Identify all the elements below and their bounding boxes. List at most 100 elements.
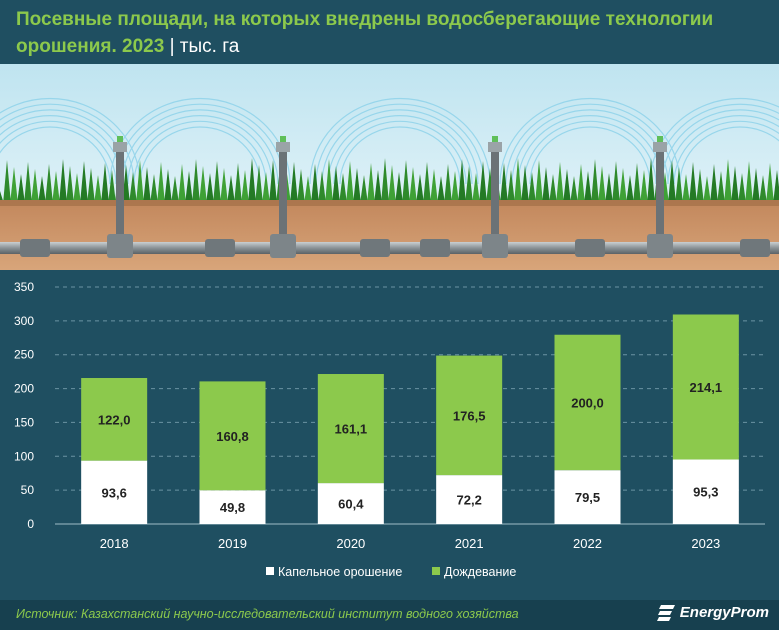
bar-sprinkler-2020 — [317, 374, 384, 484]
y-tick-label: 150 — [14, 415, 34, 429]
data-label-drip: 95,3 — [693, 485, 718, 500]
bar-sprinkler-2022 — [554, 334, 621, 471]
grass-blade — [507, 170, 515, 204]
y-tick-label: 350 — [14, 280, 34, 294]
grass-blade — [220, 168, 228, 204]
irrigation-illustration — [0, 64, 779, 270]
title-separator: | — [164, 36, 180, 57]
grass-blade — [206, 173, 214, 204]
grass-blade — [297, 169, 305, 204]
legend-swatch-drip — [266, 567, 274, 575]
grass-blade — [612, 161, 620, 204]
grass-blade — [66, 166, 74, 204]
data-label-sprinkler: 200,0 — [571, 395, 604, 410]
y-tick-label: 50 — [21, 483, 35, 497]
grass-blade — [360, 175, 368, 204]
grass-blade — [353, 168, 361, 204]
grass-blade — [444, 164, 452, 204]
grass-blade — [584, 171, 592, 204]
pipe-joint — [575, 239, 605, 257]
grass-blade — [395, 172, 403, 204]
title-text: Посевные площади, на которых внедрены во… — [16, 9, 714, 57]
grass-blade — [381, 158, 389, 204]
grass-blade — [619, 168, 627, 204]
pipe-coupling — [482, 234, 508, 258]
grass-blade — [101, 163, 109, 204]
bar-drip-2021 — [436, 475, 503, 524]
grass-blade — [374, 170, 382, 204]
grass-blade — [451, 171, 459, 204]
y-tick-label: 250 — [14, 348, 34, 362]
x-tick-label: 2020 — [336, 536, 365, 551]
water-spray-arc — [121, 109, 279, 185]
water-spray-arc — [499, 97, 681, 185]
grass-blade — [248, 158, 256, 204]
grass-blade — [262, 172, 270, 204]
grass-blade — [752, 168, 760, 204]
grass-blade — [479, 161, 487, 204]
grass-blade — [290, 162, 298, 204]
sprinkler-nozzle — [657, 136, 663, 142]
grass-blade — [640, 170, 648, 204]
water-spray-arc — [327, 115, 473, 185]
sprinkler-nozzle — [492, 136, 498, 142]
grass-blade — [577, 164, 585, 204]
water-spray-arc — [0, 126, 111, 185]
grass-blade — [458, 159, 466, 204]
y-tick-label: 100 — [14, 449, 34, 463]
grass-blade — [241, 170, 249, 204]
x-tick-label: 2023 — [691, 536, 720, 551]
grass-blade — [675, 167, 683, 204]
grass-blade — [192, 159, 200, 204]
water-spray-arc — [0, 120, 117, 185]
sprinkler-head — [113, 142, 127, 152]
pipe-coupling — [270, 234, 296, 258]
water-spray-arc — [517, 115, 663, 185]
water-spray-arc — [321, 109, 479, 185]
grass-blade — [59, 159, 67, 204]
water-spray-arc — [0, 115, 123, 185]
legend-label-sprinkler: Дождевание — [444, 565, 516, 579]
grass-blade — [346, 161, 354, 204]
grass-blade — [598, 166, 606, 204]
pipe-joint — [20, 239, 50, 257]
grass-blade — [199, 166, 207, 204]
legend-swatch-sprinkler — [432, 567, 440, 575]
grass-blade — [423, 162, 431, 204]
bar-drip-2019 — [199, 490, 266, 524]
water-spray-arc — [673, 120, 779, 185]
grass-blade — [402, 160, 410, 204]
data-label-drip: 60,4 — [338, 497, 364, 512]
pipe-joint — [205, 239, 235, 257]
x-tick-label: 2022 — [573, 536, 602, 551]
title-unit: тыс. га — [179, 36, 240, 57]
grass-blade — [38, 176, 46, 204]
grass-blade — [465, 166, 473, 204]
grass-blade — [318, 171, 326, 204]
grass-blade — [136, 160, 144, 204]
grass-blade — [94, 175, 102, 204]
grass-blade — [696, 169, 704, 204]
grass-blade — [430, 169, 438, 204]
grass-blade — [535, 160, 543, 204]
sprinkler-nozzle — [117, 136, 123, 142]
pipe-joint — [360, 239, 390, 257]
data-label-sprinkler: 214,1 — [690, 380, 723, 395]
grass-blade — [269, 160, 277, 204]
grass-blade — [3, 160, 11, 204]
grass-blade — [668, 160, 676, 204]
grass-blade — [24, 162, 32, 204]
sprinkler-riser — [116, 148, 124, 244]
grass-blade — [591, 159, 599, 204]
grass-blade — [52, 171, 60, 204]
brand-name: EnergyProm — [679, 603, 769, 621]
data-label-sprinkler: 176,5 — [453, 408, 486, 423]
bar-drip-2018 — [81, 460, 148, 524]
grass-blade — [710, 164, 718, 204]
sprinkler-head — [276, 142, 290, 152]
water-spray-arc — [339, 126, 461, 185]
grass-blade — [171, 176, 179, 204]
sprinkler-nozzle — [280, 136, 286, 142]
water-spray-arc — [309, 97, 491, 185]
bar-drip-2022 — [554, 470, 621, 524]
